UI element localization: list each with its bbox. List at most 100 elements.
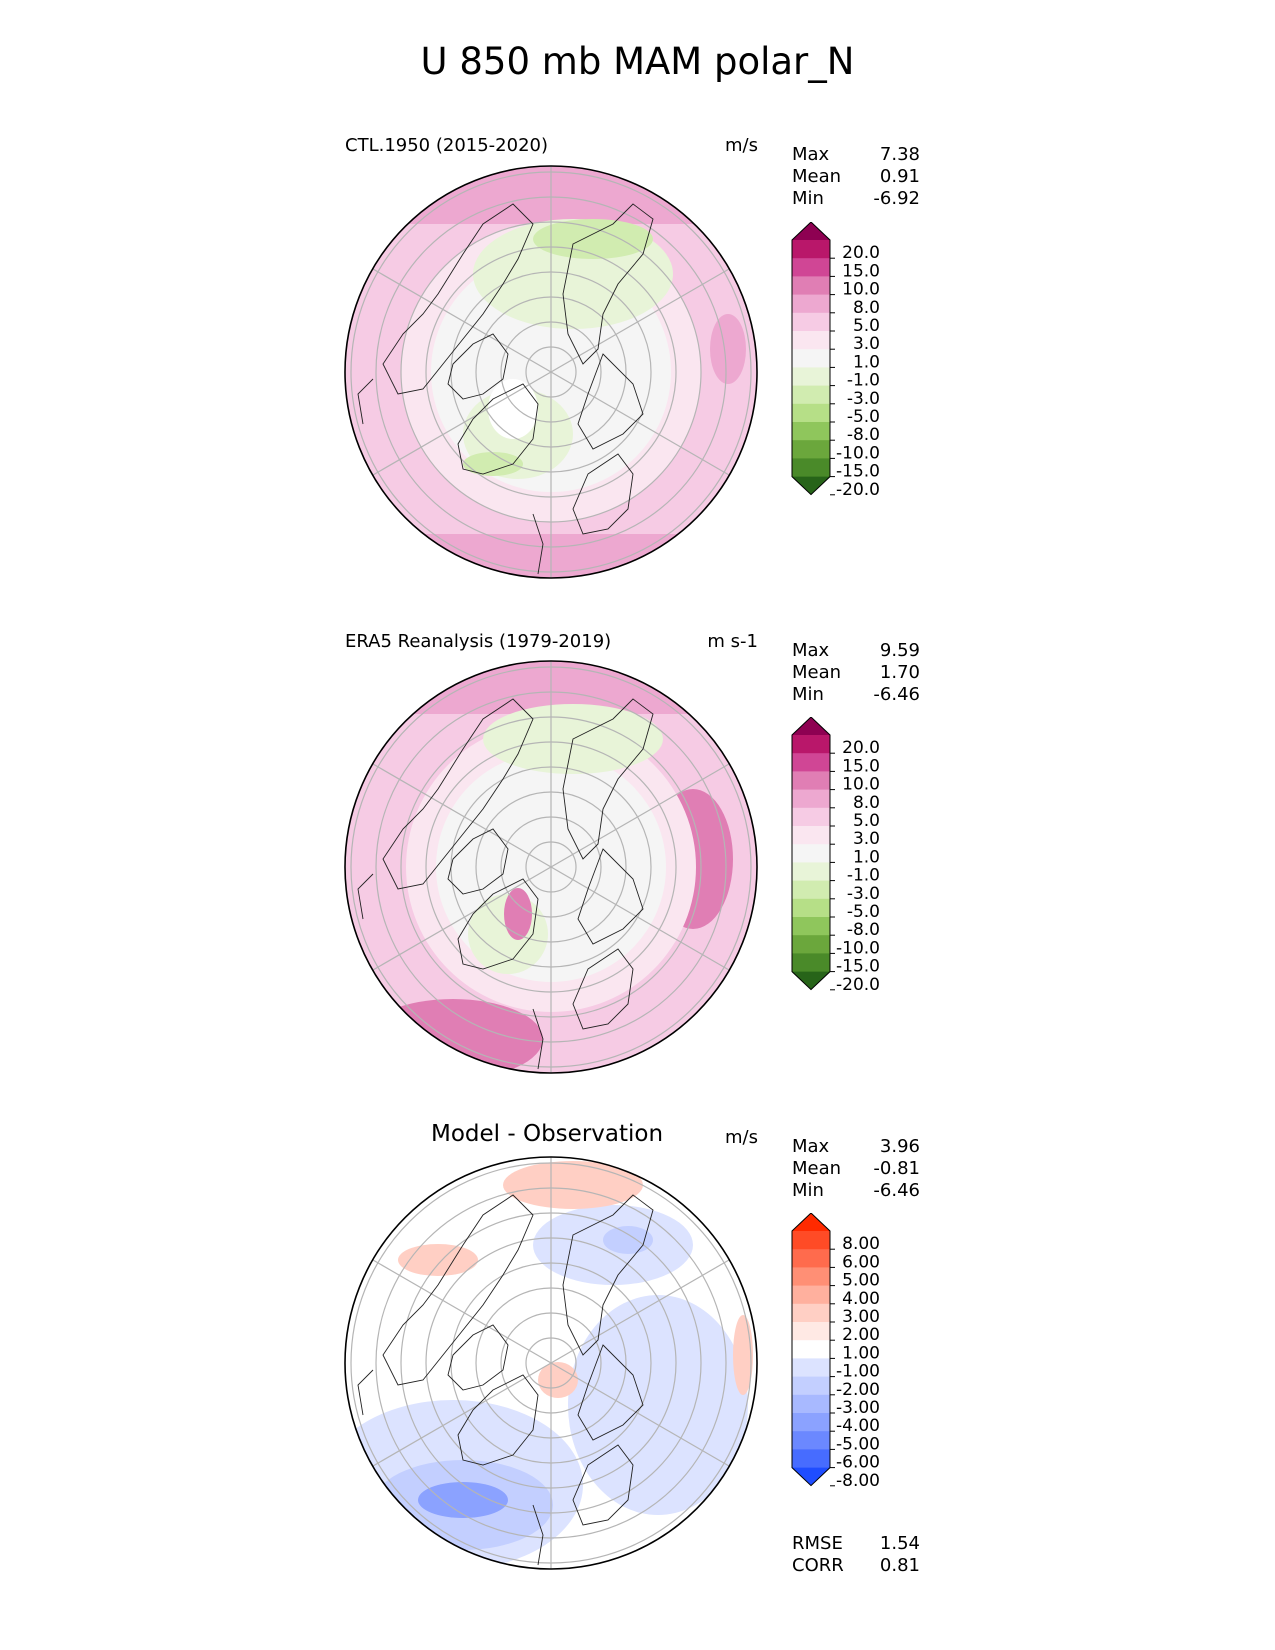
stat-mean: Mean -0.81	[792, 1158, 920, 1179]
colorbar-extend-max	[792, 717, 830, 735]
field-greenland	[488, 379, 538, 439]
colorbar-tick-label: 15.0	[842, 261, 880, 281]
colorbar-segment	[792, 917, 830, 936]
field-easterlies-b	[533, 219, 653, 259]
colorbar-tick-label: 2.00	[842, 1325, 880, 1345]
colorbar-tick-label: -4.00	[836, 1416, 880, 1436]
polar-map	[344, 165, 758, 579]
stats-box: Max 3.96 Mean -0.81 Min -6.46	[792, 1136, 920, 1202]
colorbar-extend-min	[792, 476, 830, 495]
panel-title: CTL.1950 (2015-2020)	[345, 135, 549, 156]
polar-map	[344, 1156, 758, 1570]
colorbar-tick-label: -5.00	[836, 1434, 880, 1454]
colorbar-tick-label: -3.00	[836, 1398, 880, 1418]
map-border	[344, 165, 758, 579]
graticule	[350, 1157, 752, 1569]
map-border	[344, 660, 758, 1074]
field-bias-positive-nw	[398, 1244, 478, 1276]
colorbar-segment	[792, 935, 830, 954]
stats-box: Max 9.59 Mean 1.70 Min -6.46	[792, 640, 920, 706]
colorbar-segment	[792, 367, 830, 387]
stat-min: Min -6.46	[792, 684, 920, 705]
colorbar-extend-min	[792, 971, 830, 990]
field-bias-positive-top	[503, 1161, 643, 1209]
colorbar-segment	[792, 735, 830, 754]
colorbar-tick-label: -1.0	[847, 866, 880, 886]
colorbar-segment	[792, 385, 830, 405]
colorbar-tick-label: -5.0	[847, 902, 880, 922]
colorbar-tick-label: 20.0	[842, 243, 880, 263]
field-bias-southwest-core	[418, 1482, 508, 1518]
colorbar-segment	[792, 240, 830, 259]
colorbar-segment	[792, 826, 830, 845]
colorbar-tick-label: -8.0	[847, 425, 880, 445]
colorbar-tick-label: 15.0	[842, 756, 880, 776]
colorbar-tick-label: 3.00	[842, 1307, 880, 1327]
panel-units: m/s	[725, 135, 758, 156]
colorbar-segment	[792, 1231, 830, 1250]
colorbar-tick-label: -10.0	[836, 938, 880, 958]
field-easterlies-d	[463, 452, 523, 476]
colorbar: 20.015.010.08.05.03.01.0-1.0-3.0-5.0-8.0…	[791, 222, 880, 500]
colorbar-segment	[792, 789, 830, 809]
colorbar-segment	[792, 753, 830, 772]
colorbar-tick-label: 3.0	[853, 829, 880, 849]
colorbar-tick-label: 10.0	[842, 775, 880, 795]
panel-title: ERA5 Reanalysis (1979-2019)	[345, 631, 612, 652]
stat-mean: Mean 1.70	[792, 662, 920, 683]
colorbar-segment	[792, 1413, 830, 1432]
colorbar-segment	[792, 458, 830, 478]
stat-mean: Mean 0.91	[792, 166, 920, 187]
colorbar-tick-label: 8.0	[853, 298, 880, 318]
stat-max: Max 9.59	[792, 640, 920, 661]
colorbar-tick-label: 5.0	[853, 316, 880, 336]
colorbar-segment	[792, 294, 830, 314]
colorbar-segment	[792, 1394, 830, 1414]
colorbar-tick-label: -2.00	[836, 1380, 880, 1400]
stat-max: Max 7.38	[792, 144, 920, 165]
colorbar-segment	[792, 1449, 830, 1469]
panel-difference: Model - Observation m/s Max 3.96 Mean -0.8…	[0, 0, 1275, 1576]
colorbar-tick-label: 5.0	[853, 811, 880, 831]
colorbar-tick-label: 8.00	[842, 1234, 880, 1254]
stats-box: Max 7.38 Mean 0.91 Min -6.92	[792, 144, 920, 210]
colorbar-segment	[792, 312, 830, 332]
colorbar-segment	[792, 1431, 830, 1450]
stat-rmse: RMSE 1.54	[792, 1533, 920, 1554]
skill-stats-box: RMSE 1.54 CORR 0.81	[792, 1533, 920, 1577]
colorbar-tick-label: 6.00	[842, 1252, 880, 1272]
panel-title: Model - Observation	[431, 1121, 664, 1147]
colorbar-tick-label: -15.0	[836, 957, 880, 977]
figure-title: U 850 mb MAM polar_N	[420, 40, 855, 83]
colorbar-segment	[792, 1358, 830, 1378]
colorbar-segment	[792, 258, 830, 277]
colorbar-segment	[792, 1303, 830, 1323]
colorbar-segment	[792, 331, 830, 350]
colorbar-tick-label: -20.0	[836, 975, 880, 995]
colorbar-segment	[792, 422, 830, 441]
colorbar-tick-label: 1.0	[853, 352, 880, 372]
panel-units: m s-1	[707, 631, 758, 652]
graticule	[350, 166, 752, 578]
colorbar-segment	[792, 403, 830, 423]
colorbar-segment	[792, 862, 830, 882]
colorbar-segment	[792, 844, 830, 863]
polar-map	[344, 660, 758, 1074]
colorbar-tick-label: 10.0	[842, 280, 880, 300]
colorbar-segment	[792, 807, 830, 827]
field-bias-east	[568, 1295, 748, 1515]
colorbar-tick-label: -3.0	[847, 389, 880, 409]
colorbar-segment	[792, 1285, 830, 1305]
colorbar-tick-label: 4.00	[842, 1289, 880, 1309]
map-border	[344, 1156, 758, 1570]
colorbar-tick-label: -8.00	[836, 1471, 880, 1491]
colorbar-tick-label: -20.0	[836, 480, 880, 500]
field-jet-east	[710, 314, 746, 384]
colorbar: 8.006.005.004.003.002.001.00-1.00-2.00-3…	[791, 1213, 880, 1491]
colorbar-tick-label: 1.00	[842, 1343, 880, 1363]
colorbar-extend-min	[792, 1467, 830, 1486]
coastlines	[357, 1194, 654, 1566]
colorbar-tick-label: -8.0	[847, 920, 880, 940]
colorbar-segment	[792, 1340, 830, 1359]
colorbar-tick-label: -10.0	[836, 443, 880, 463]
